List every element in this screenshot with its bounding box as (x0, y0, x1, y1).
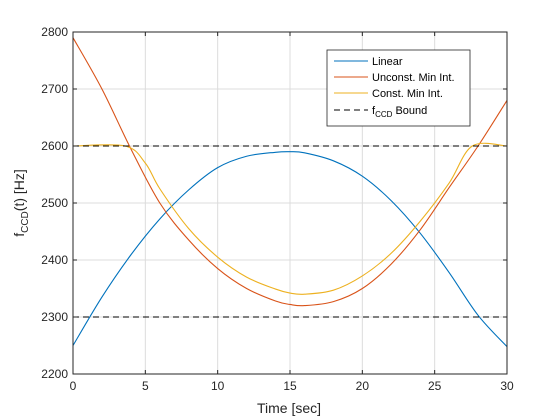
y-tick-label: 2300 (41, 310, 68, 324)
x-tick-label: 0 (70, 379, 77, 393)
legend-label-linear: Linear (372, 56, 403, 68)
x-tick-label: 10 (211, 379, 225, 393)
y-tick-label: 2700 (41, 82, 68, 96)
legend: Linear Unconst. Min Int. Const. Min Int.… (326, 49, 471, 127)
x-tick-label: 30 (500, 379, 514, 393)
y-tick-label: 2800 (41, 25, 68, 39)
legend-box (326, 49, 471, 127)
y-tick-label: 2200 (41, 367, 68, 381)
series-line-const-min-int (72, 142, 508, 295)
y-axis-label-tail: (t) [Hz] (11, 169, 27, 211)
y-tick-label: 2500 (41, 196, 68, 210)
legend-label-bound-tail: Bound (392, 105, 427, 117)
legend-label-bound-main: f (372, 105, 376, 117)
x-tick-label: 25 (428, 379, 442, 393)
legend-label-bound: fCCD Bound (372, 105, 427, 119)
y-tick-label: 2600 (41, 139, 68, 153)
y-axis-label: fCCD(t) [Hz] (11, 169, 31, 237)
tick-group: 0 5 10 15 20 25 30 2200 2300 2400 2500 2600 2700 2800 (41, 25, 514, 393)
x-tick-label: 15 (283, 379, 297, 393)
x-tick-label: 20 (356, 379, 370, 393)
y-tick-label: 2400 (41, 253, 68, 267)
y-axis-label-main: f (11, 233, 27, 237)
x-tick-label: 5 (142, 379, 149, 393)
legend-label-unconst: Unconst. Min Int. (372, 72, 455, 84)
legend-label-const: Const. Min Int. (372, 88, 443, 100)
x-axis-label: Time [sec] (257, 400, 321, 416)
series-line-unconst-min-int (72, 37, 508, 307)
series-line-linear (72, 151, 508, 348)
series-group (72, 37, 508, 348)
legend-label-bound-sub: CCD (375, 110, 393, 119)
y-axis-label-sub: CCD (20, 211, 31, 233)
